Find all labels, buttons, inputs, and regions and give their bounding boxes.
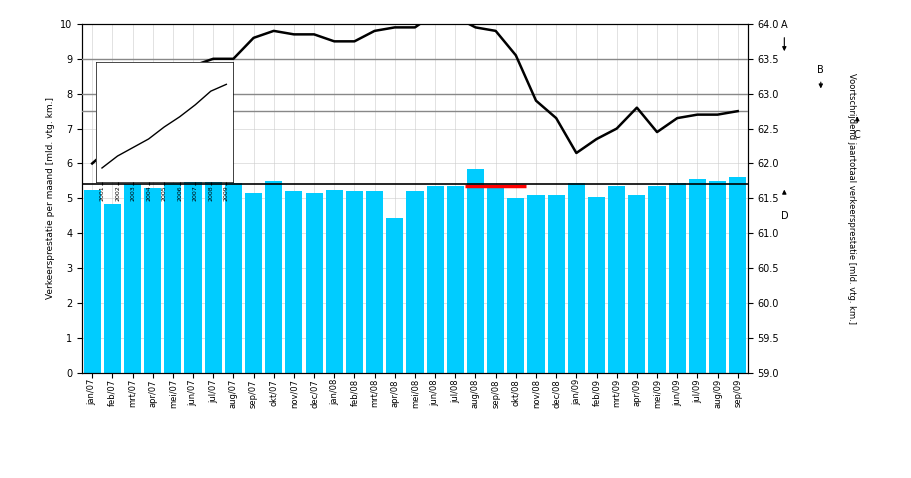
Bar: [365, 191, 383, 373]
Bar: [628, 195, 645, 373]
Bar: [688, 179, 705, 373]
Bar: [486, 186, 504, 373]
Bar: [245, 193, 261, 373]
Text: B: B: [816, 65, 824, 75]
Bar: [608, 186, 625, 373]
Bar: [466, 169, 484, 373]
Bar: [588, 196, 604, 373]
Bar: [345, 191, 363, 373]
Bar: [406, 191, 423, 373]
Bar: [668, 183, 685, 373]
Bar: [527, 195, 544, 373]
Bar: [568, 183, 584, 373]
Text: A: A: [780, 20, 787, 30]
Bar: [204, 181, 221, 373]
Bar: [426, 186, 444, 373]
Bar: [446, 186, 464, 373]
Bar: [164, 183, 181, 373]
Y-axis label: Voortschrijdend jaartotaal verkeersprestatie [mld. vtg. km.]: Voortschrijdend jaartotaal verkeersprest…: [845, 73, 855, 324]
Bar: [84, 190, 100, 373]
Bar: [225, 183, 241, 373]
Bar: [285, 191, 302, 373]
Bar: [708, 181, 725, 373]
Bar: [184, 181, 201, 373]
Bar: [104, 204, 121, 373]
Bar: [124, 185, 141, 373]
Bar: [507, 198, 524, 373]
Text: C: C: [853, 130, 860, 140]
Bar: [305, 193, 322, 373]
Bar: [144, 188, 161, 373]
Bar: [729, 177, 745, 373]
Y-axis label: Verkeersprestatie per maand [mld. vtg. km.]: Verkeersprestatie per maand [mld. vtg. k…: [46, 98, 55, 299]
Bar: [265, 181, 282, 373]
Bar: [648, 186, 665, 373]
Bar: [385, 217, 403, 373]
Bar: [325, 190, 343, 373]
Text: D: D: [780, 211, 787, 221]
Bar: [547, 195, 564, 373]
